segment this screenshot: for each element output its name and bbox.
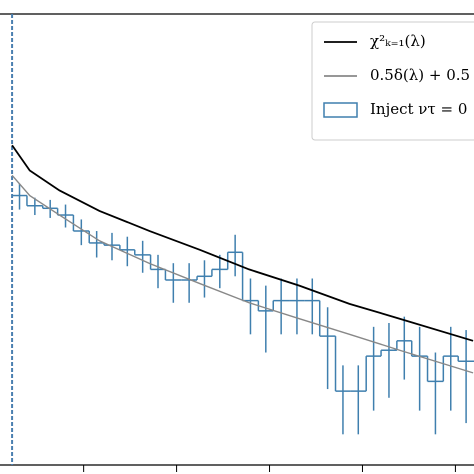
legend-box (311, 21, 474, 141)
legend-label: Inject ντ = 0 (370, 100, 467, 118)
curve (11, 174, 474, 374)
legend-label: 0.5δ(λ) + 0.5 (370, 66, 470, 84)
legend-label: χ²ₖ₌₁(λ) (370, 32, 426, 50)
curve (11, 144, 474, 342)
legend-swatch (323, 102, 358, 118)
